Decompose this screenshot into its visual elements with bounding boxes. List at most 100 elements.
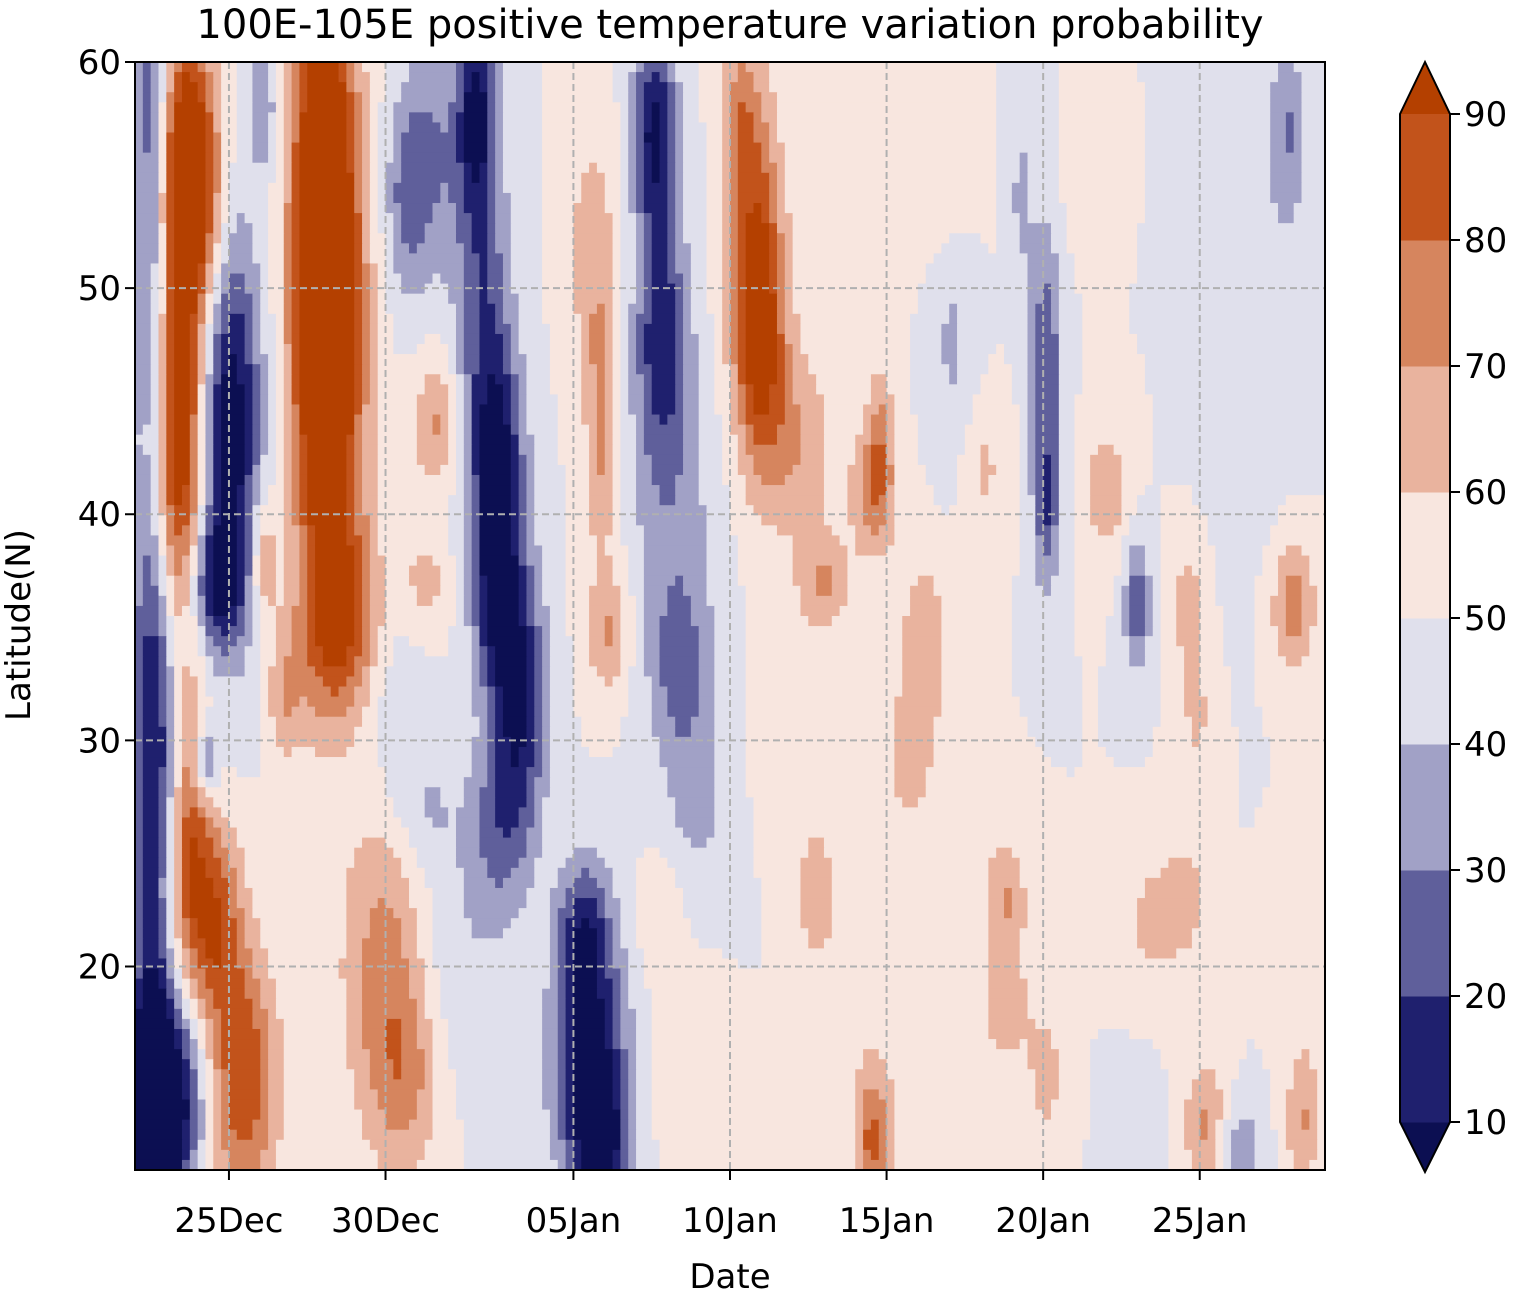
contour-cell: [730, 253, 739, 265]
contour-cell: [902, 797, 919, 808]
contour-cell: [636, 454, 653, 466]
contour-cell: [620, 988, 629, 1000]
contour-cell: [174, 172, 207, 184]
contour-cell: [354, 605, 363, 617]
contour-cell: [463, 132, 488, 144]
contour-cell: [1285, 132, 1295, 144]
contour-cell: [448, 817, 457, 829]
contour-cell: [737, 535, 794, 547]
contour-cell: [1301, 575, 1310, 587]
contour-cell: [667, 253, 676, 265]
contour-cell: [933, 746, 1044, 758]
contour-cell: [1199, 1069, 1216, 1080]
contour-cell: [260, 1059, 269, 1070]
contour-cell: [268, 1089, 285, 1101]
contour-cell: [166, 736, 175, 748]
contour-cell: [1058, 333, 1083, 345]
contour-cell: [510, 414, 520, 426]
contour-cell: [651, 172, 661, 184]
contour-cell: [479, 172, 488, 184]
contour-cell: [416, 344, 449, 355]
contour-cell: [870, 464, 888, 476]
contour-cell: [549, 706, 575, 718]
contour-cell: [620, 1139, 629, 1151]
contour-cell: [440, 273, 465, 285]
contour-cell: [221, 384, 246, 395]
contour-cell: [150, 283, 160, 295]
contour-cell: [135, 978, 144, 990]
contour-cell: [291, 172, 301, 184]
contour-cell: [542, 82, 614, 93]
contour-cell: [894, 404, 911, 416]
contour-cell: [698, 364, 715, 375]
contour-cell: [150, 565, 160, 577]
contour-cell: [722, 424, 731, 436]
contour-cell: [855, 545, 888, 557]
contour-cell: [260, 404, 269, 416]
contour-cell: [502, 313, 520, 325]
contour-cell: [573, 1028, 606, 1040]
contour-cell: [166, 182, 175, 194]
contour-cell: [189, 1039, 199, 1050]
contour-cell: [667, 787, 715, 798]
contour-cell: [401, 213, 434, 224]
contour-cell: [268, 303, 285, 315]
contour-cell: [518, 585, 528, 597]
contour-cell: [283, 273, 293, 285]
contour-cell: [213, 1028, 222, 1040]
contour-cell: [1074, 605, 1115, 617]
contour-cell: [135, 525, 152, 537]
contour-cell: [604, 918, 614, 929]
contour-cell: [228, 908, 246, 919]
contour-cell: [158, 243, 167, 254]
contour-cell: [1137, 233, 1325, 244]
contour-cell: [369, 172, 379, 184]
contour-cell: [354, 182, 363, 194]
contour-cell: [612, 1018, 621, 1030]
contour-cell: [683, 172, 708, 184]
contour-cell: [166, 746, 175, 758]
contour-cell: [612, 374, 621, 385]
contour-cell: [158, 394, 167, 406]
contour-cell: [534, 797, 543, 808]
contour-cell: [205, 253, 214, 265]
contour-cell: [690, 918, 762, 929]
contour-cell: [769, 192, 778, 204]
contour-cell: [1301, 82, 1325, 93]
contour-cell: [714, 605, 747, 617]
contour-cell: [174, 344, 191, 355]
contour-cell: [886, 474, 896, 486]
contour-cell: [260, 736, 277, 748]
contour-cell: [1144, 112, 1271, 124]
contour-cell: [377, 444, 418, 456]
contour-cell: [174, 333, 191, 345]
contour-cell: [1199, 918, 1325, 929]
contour-cell: [542, 988, 559, 1000]
contour-cell: [1168, 1159, 1193, 1170]
contour-cell: [1270, 525, 1325, 537]
contour-cell: [213, 817, 230, 829]
contour-cell: [510, 918, 551, 929]
contour-cell: [135, 898, 144, 909]
contour-cell: [886, 1119, 896, 1131]
contour-cell: [189, 515, 199, 526]
contour-cell: [197, 1119, 207, 1131]
contour-cell: [142, 958, 167, 970]
contour-cell: [534, 787, 551, 798]
contour-cell: [495, 817, 520, 829]
contour-cell: [221, 293, 254, 305]
contour-cell: [385, 1109, 418, 1121]
contour-cell: [158, 172, 167, 184]
contour-cell: [1293, 122, 1303, 134]
contour-cell: [1144, 132, 1271, 144]
contour-cell: [1058, 152, 1146, 164]
contour-cell: [745, 626, 903, 637]
contour-cell: [1144, 92, 1271, 103]
contour-cell: [205, 676, 261, 688]
contour-cell: [346, 132, 355, 144]
contour-cell: [784, 182, 997, 194]
contour-cell: [221, 1089, 230, 1101]
contour-cell: [479, 333, 504, 345]
contour-cell: [213, 394, 222, 406]
contour-cell: [1262, 565, 1279, 577]
